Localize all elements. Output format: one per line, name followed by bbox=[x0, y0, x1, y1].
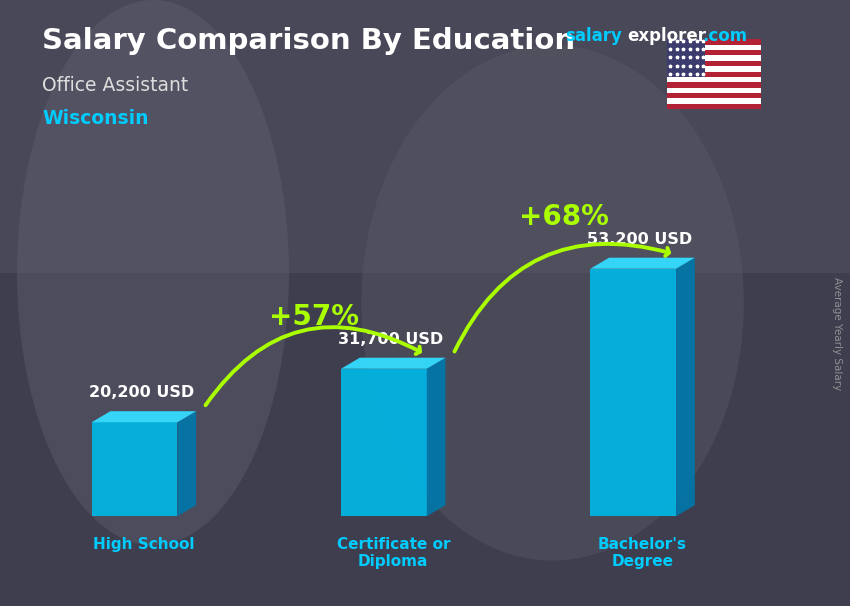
Bar bbox=[667, 66, 761, 72]
Text: High School: High School bbox=[94, 537, 195, 552]
Bar bbox=[667, 104, 761, 109]
Bar bbox=[667, 39, 705, 77]
Bar bbox=[667, 93, 761, 98]
Text: Certificate or
Diploma: Certificate or Diploma bbox=[337, 537, 450, 569]
Bar bbox=[0, 0, 850, 273]
Polygon shape bbox=[676, 258, 694, 516]
Text: Salary Comparison By Education: Salary Comparison By Education bbox=[42, 27, 575, 55]
Text: .com: .com bbox=[702, 27, 747, 45]
Polygon shape bbox=[427, 358, 445, 516]
Polygon shape bbox=[341, 358, 445, 368]
Polygon shape bbox=[92, 411, 196, 422]
Bar bbox=[667, 77, 761, 82]
Text: +68%: +68% bbox=[518, 203, 609, 231]
Text: explorer: explorer bbox=[627, 27, 706, 45]
Ellipse shape bbox=[17, 0, 289, 545]
Bar bbox=[667, 50, 761, 56]
Text: 31,700 USD: 31,700 USD bbox=[338, 331, 443, 347]
Text: Average Yearly Salary: Average Yearly Salary bbox=[832, 277, 842, 390]
Text: Office Assistant: Office Assistant bbox=[42, 76, 189, 95]
Text: +57%: +57% bbox=[269, 304, 360, 331]
Bar bbox=[667, 72, 761, 77]
Bar bbox=[667, 45, 761, 50]
Bar bbox=[667, 82, 761, 88]
Bar bbox=[667, 39, 761, 45]
Text: 20,200 USD: 20,200 USD bbox=[88, 385, 194, 400]
Bar bbox=[667, 61, 761, 66]
Polygon shape bbox=[341, 368, 427, 516]
Polygon shape bbox=[591, 268, 676, 516]
Text: 53,200 USD: 53,200 USD bbox=[587, 231, 693, 247]
Text: Wisconsin: Wisconsin bbox=[42, 109, 149, 128]
Text: Bachelor's
Degree: Bachelor's Degree bbox=[598, 537, 687, 569]
Polygon shape bbox=[178, 411, 196, 516]
Bar bbox=[667, 98, 761, 104]
Bar bbox=[667, 88, 761, 93]
Text: salary: salary bbox=[565, 27, 622, 45]
Polygon shape bbox=[591, 258, 694, 268]
Ellipse shape bbox=[361, 45, 744, 561]
Polygon shape bbox=[92, 422, 178, 516]
Bar bbox=[667, 56, 761, 61]
